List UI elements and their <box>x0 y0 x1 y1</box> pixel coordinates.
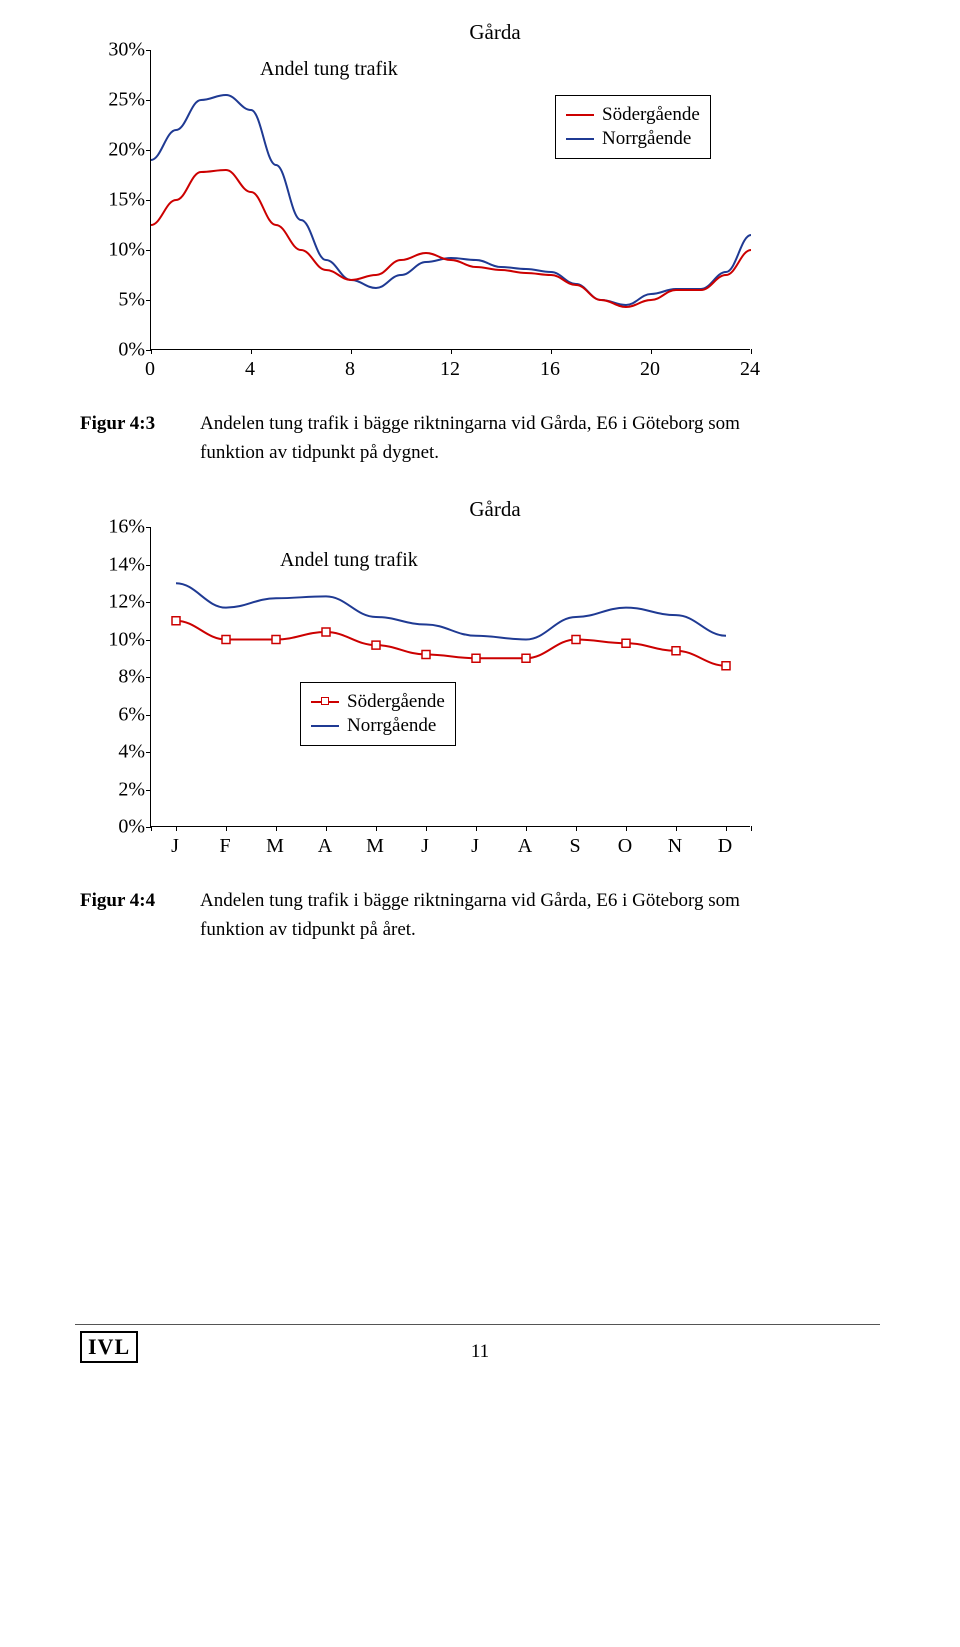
chart-2-ytick: 12% <box>85 591 145 614</box>
chart-2-ytick: 16% <box>85 516 145 539</box>
chart-2-xtick: N <box>655 835 695 858</box>
chart-1-xtick: 20 <box>630 358 670 381</box>
legend-1-item-2: Norrgående <box>602 128 691 150</box>
chart-2-legend: Södergående Norrgående <box>300 682 456 746</box>
chart-1: Gårda Andel tung trafik Södergående Norr… <box>80 40 880 390</box>
chart-1-xtick: 0 <box>130 358 170 381</box>
chart-1-ytick: 5% <box>85 289 145 312</box>
legend-1-item-1: Södergående <box>602 104 700 126</box>
chart-2-series-label: Andel tung trafik <box>280 549 418 572</box>
chart-1-legend: Södergående Norrgående <box>555 95 711 159</box>
chart-2-ytick: 6% <box>85 703 145 726</box>
caption-1-text: Andelen tung trafik i bägge riktningarna… <box>200 410 780 467</box>
chart-2-xtick: F <box>205 835 245 858</box>
chart-2-xtick: M <box>255 835 295 858</box>
chart-2-ytick: 8% <box>85 666 145 689</box>
chart-2-ytick: 2% <box>85 778 145 801</box>
ivl-logo: IVL <box>80 1331 138 1363</box>
page-number: 11 <box>80 1341 880 1363</box>
chart-2-ytick: 14% <box>85 553 145 576</box>
chart-1-ytick: 10% <box>85 239 145 262</box>
chart-2-xtick: J <box>155 835 195 858</box>
chart-2-xtick: J <box>455 835 495 858</box>
chart-1-ytick: 15% <box>85 189 145 212</box>
chart-2-xtick: M <box>355 835 395 858</box>
caption-1: Figur 4:3 Andelen tung trafik i bägge ri… <box>80 410 880 467</box>
chart-2-ytick: 4% <box>85 741 145 764</box>
chart-1-ytick: 30% <box>85 39 145 62</box>
chart-2-xtick: D <box>705 835 745 858</box>
chart-1-title: Gårda <box>435 20 555 45</box>
caption-2: Figur 4:4 Andelen tung trafik i bägge ri… <box>80 887 880 944</box>
chart-2-xtick: S <box>555 835 595 858</box>
chart-1-xtick: 4 <box>230 358 270 381</box>
chart-2-xtick: O <box>605 835 645 858</box>
page-footer: IVL 11 <box>80 1324 880 1363</box>
legend-2-item-2: Norrgående <box>347 715 436 737</box>
chart-1-xtick: 24 <box>730 358 770 381</box>
chart-2-ytick: 10% <box>85 628 145 651</box>
chart-2-xtick: A <box>505 835 545 858</box>
chart-1-ytick: 20% <box>85 139 145 162</box>
chart-1-xtick: 16 <box>530 358 570 381</box>
chart-1-xtick: 8 <box>330 358 370 381</box>
legend-2-item-1: Södergående <box>347 691 445 713</box>
caption-1-label: Figur 4:3 <box>80 410 200 467</box>
caption-2-label: Figur 4:4 <box>80 887 200 944</box>
chart-2-title: Gårda <box>435 497 555 522</box>
chart-2-xtick: J <box>405 835 445 858</box>
chart-1-xtick: 12 <box>430 358 470 381</box>
chart-2-xtick: A <box>305 835 345 858</box>
chart-1-series-label: Andel tung trafik <box>260 58 398 81</box>
chart-2-ytick: 0% <box>85 816 145 839</box>
chart-1-ytick: 25% <box>85 89 145 112</box>
caption-2-text: Andelen tung trafik i bägge riktningarna… <box>200 887 780 944</box>
chart-2: Gårda Andel tung trafik Södergående Norr… <box>80 517 880 867</box>
